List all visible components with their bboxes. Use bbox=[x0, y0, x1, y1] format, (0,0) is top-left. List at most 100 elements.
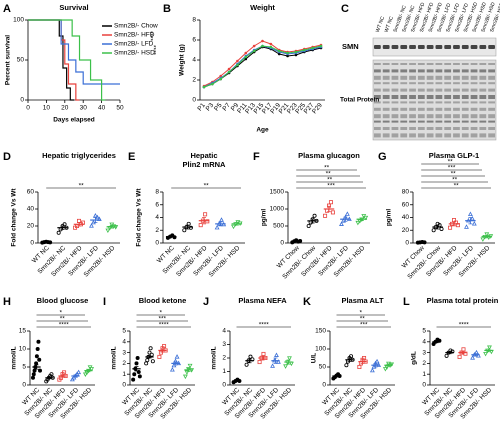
band bbox=[444, 114, 452, 119]
data-point bbox=[464, 224, 469, 229]
band bbox=[470, 95, 478, 99]
data-point bbox=[369, 367, 375, 373]
error-bar bbox=[484, 234, 489, 239]
band bbox=[479, 63, 487, 65]
band bbox=[479, 69, 487, 73]
x-tick-label: 40 bbox=[98, 105, 106, 112]
data-point bbox=[182, 228, 187, 233]
band bbox=[382, 63, 390, 65]
band bbox=[374, 114, 381, 119]
band bbox=[409, 69, 416, 73]
band bbox=[400, 120, 408, 123]
data-point bbox=[319, 44, 323, 48]
band bbox=[461, 101, 469, 104]
error-bar bbox=[234, 379, 239, 383]
data-point bbox=[244, 57, 248, 61]
data-point bbox=[236, 63, 239, 67]
band bbox=[435, 120, 443, 123]
band bbox=[391, 88, 399, 92]
error-bar bbox=[247, 358, 252, 364]
panel-letter: H bbox=[3, 296, 11, 308]
band bbox=[479, 133, 487, 138]
chart-title: Blood ketone bbox=[139, 296, 187, 305]
band bbox=[382, 88, 390, 92]
data-point bbox=[157, 354, 162, 359]
data-point bbox=[219, 74, 223, 78]
band bbox=[461, 120, 469, 123]
band bbox=[461, 75, 469, 80]
band bbox=[470, 69, 478, 73]
panel-letter: J bbox=[203, 296, 209, 308]
error-bar bbox=[447, 351, 452, 355]
band bbox=[417, 63, 425, 65]
data-point bbox=[287, 356, 292, 361]
band bbox=[453, 45, 460, 49]
error-bar bbox=[186, 367, 191, 372]
band bbox=[435, 63, 443, 65]
band bbox=[453, 107, 460, 111]
y-tick-label: 20 bbox=[402, 227, 410, 234]
panel-letter: C bbox=[341, 3, 349, 15]
data-point bbox=[82, 372, 88, 377]
chart-title: Plasma GLP-1 bbox=[429, 151, 479, 160]
band bbox=[461, 63, 469, 65]
x-tick-label: P29 bbox=[311, 102, 324, 116]
data-point bbox=[34, 354, 39, 359]
x-tick-label: 30 bbox=[80, 105, 88, 112]
x-tick-label: P5 bbox=[213, 102, 224, 113]
y-tick-label: 0 bbox=[192, 97, 196, 104]
band bbox=[409, 120, 416, 123]
data-point bbox=[135, 355, 140, 360]
band bbox=[382, 127, 390, 130]
y-tick-label: 0 bbox=[20, 97, 24, 104]
band bbox=[426, 88, 434, 92]
band bbox=[382, 107, 390, 111]
band bbox=[391, 63, 399, 65]
band bbox=[400, 69, 408, 73]
y-tick-label: 4 bbox=[122, 339, 126, 346]
band bbox=[444, 82, 452, 85]
data-point bbox=[261, 351, 266, 356]
band bbox=[488, 88, 495, 92]
data-point bbox=[231, 224, 236, 230]
y-tick-label: 2 bbox=[422, 360, 426, 367]
error-bar bbox=[47, 376, 52, 379]
band bbox=[488, 107, 495, 111]
data-point bbox=[56, 230, 61, 235]
error-bar bbox=[134, 366, 139, 372]
band bbox=[470, 63, 478, 65]
chart-title: Hepatic triglycerides bbox=[42, 151, 116, 160]
band bbox=[453, 88, 460, 92]
band bbox=[488, 101, 495, 104]
y-axis-label: Weight (g) bbox=[179, 44, 186, 76]
x-tick-label: 0 bbox=[26, 105, 30, 112]
error-bar bbox=[360, 359, 365, 364]
legend-label: Smn2B/- LFD bbox=[114, 41, 154, 48]
significance-label: ** bbox=[324, 165, 330, 172]
error-bar bbox=[44, 241, 49, 243]
x-tick-label: 20 bbox=[61, 105, 69, 112]
error-bar bbox=[202, 217, 206, 225]
band bbox=[374, 133, 381, 138]
data-point bbox=[211, 82, 214, 86]
error-bar bbox=[460, 350, 465, 355]
band bbox=[435, 101, 443, 104]
data-point bbox=[198, 223, 203, 228]
panel: G Plasma GLP-1020406080pg/ml***********WT… bbox=[378, 151, 495, 281]
blot-smn bbox=[372, 37, 497, 57]
y-tick-label: 5 bbox=[422, 328, 426, 335]
y-axis-label: mmol/L bbox=[211, 346, 218, 369]
band bbox=[444, 107, 452, 111]
band bbox=[417, 133, 425, 138]
band bbox=[374, 63, 381, 65]
data-point bbox=[471, 221, 477, 226]
y-tick-label: 4 bbox=[192, 57, 196, 64]
chart-title: Plin2 mRNA bbox=[183, 160, 227, 169]
band bbox=[426, 133, 434, 138]
significance-label: ** bbox=[448, 159, 454, 166]
data-point bbox=[261, 44, 264, 48]
significance-label: ** bbox=[79, 183, 85, 190]
band bbox=[400, 88, 408, 92]
data-point bbox=[286, 54, 289, 58]
